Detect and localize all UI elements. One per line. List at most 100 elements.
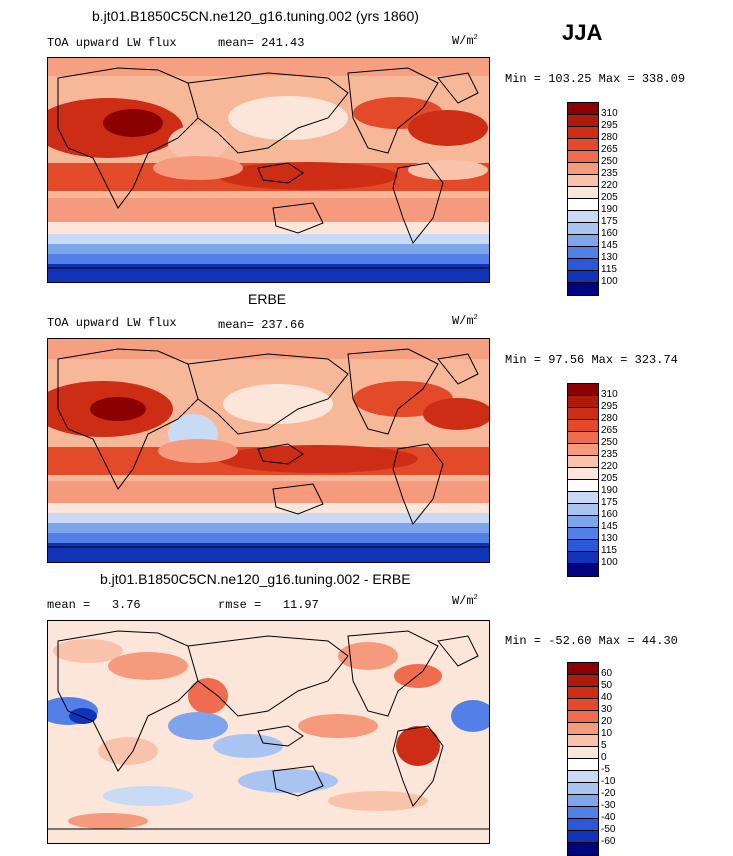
colorbar-swatch: [568, 843, 598, 855]
colorbar-swatch: [568, 795, 598, 807]
panel-2-variable: TOA upward LW flux: [47, 316, 177, 330]
colorbar-tick-label: 100: [601, 557, 618, 568]
colorbar-swatch: [568, 420, 598, 432]
panel-1-mean-label: mean=: [218, 36, 255, 50]
colorbar-swatch: [568, 528, 598, 540]
panel-3-mean-value: 3.76: [111, 598, 141, 612]
colorbar-swatch: [568, 711, 598, 723]
colorbar-tick-label: 160: [601, 509, 618, 520]
colorbar-swatch: [568, 819, 598, 831]
season-label: JJA: [562, 20, 603, 45]
colorbar-swatch: [568, 552, 598, 564]
panel-1-mean-value: 241.43: [261, 36, 305, 50]
panel-3-min-label: Min =: [505, 634, 542, 648]
panel-2-mean: mean= 237.66: [218, 318, 304, 332]
colorbar-swatch: [568, 396, 598, 408]
panel-3-title: b.jt01.B1850C5CN.ne120_g16.tuning.002 - …: [100, 571, 411, 587]
colorbar-swatch: [568, 456, 598, 468]
panel-1-max-value: 338.09: [641, 72, 686, 86]
colorbar-swatch: [568, 408, 598, 420]
colorbar-tick-label: 265: [601, 144, 618, 155]
colorbar-swatch: [568, 468, 598, 480]
colorbar-swatch: [568, 807, 598, 819]
colorbar-tick-label: 5: [601, 740, 607, 751]
colorbar-tick-label: 190: [601, 204, 618, 215]
colorbar-swatch: [568, 384, 598, 396]
colorbar-tick-label: 115: [601, 264, 617, 275]
colorbar-swatch: [568, 480, 598, 492]
colorbar-tick-label: 280: [601, 413, 618, 424]
panel-2-min-value: 97.56: [548, 353, 585, 367]
colorbar-swatch: [568, 444, 598, 456]
colorbar-tick-label: 205: [601, 192, 618, 203]
colorbar-tick-label: -60: [601, 836, 616, 847]
panel-3-min-value: -52.60: [548, 634, 592, 648]
colorbar-swatch: [568, 151, 598, 163]
panel-3-mean-label: mean =: [47, 598, 91, 612]
panel-3-map: [47, 620, 490, 844]
panel-3-minmax: Min = -52.60 Max = 44.30: [505, 634, 678, 648]
panel-1-field: [48, 58, 489, 282]
panel-2-minmax: Min = 97.56 Max = 323.74: [505, 353, 678, 367]
panel-2-colorbar: [567, 383, 599, 577]
colorbar-tick-label: 220: [601, 461, 618, 472]
panel-2-units: W/m2: [452, 314, 478, 328]
colorbar-swatch: [568, 223, 598, 235]
panel-2-units-exp: 2: [473, 314, 478, 322]
panel-1-minmax: Min = 103.25 Max = 338.09: [505, 72, 685, 86]
colorbar-swatch: [568, 759, 598, 771]
colorbar-swatch: [568, 127, 598, 139]
colorbar-swatch: [568, 271, 598, 283]
colorbar-tick-label: 175: [601, 497, 618, 508]
colorbar-swatch: [568, 247, 598, 259]
colorbar-tick-label: 265: [601, 425, 618, 436]
colorbar-tick-label: 60: [601, 668, 613, 679]
panel-2-map: [47, 338, 490, 563]
panel-2-title: ERBE: [248, 291, 287, 307]
panel-2-field: [48, 339, 489, 562]
colorbar-swatch: [568, 735, 598, 747]
colorbar-swatch: [568, 283, 598, 295]
panel-2-mean-label: mean=: [218, 318, 255, 332]
colorbar-tick-label: 220: [601, 180, 618, 191]
colorbar-swatch: [568, 235, 598, 247]
colorbar-swatch: [568, 163, 598, 175]
colorbar-tick-label: 115: [601, 545, 617, 556]
colorbar-tick-label: 235: [601, 449, 618, 460]
colorbar-swatch: [568, 540, 598, 552]
panel-1-min-value: 103.25: [548, 72, 592, 86]
panel-1-units-base: W/m: [452, 34, 474, 48]
colorbar-tick-label: 10: [601, 728, 613, 739]
colorbar-swatch: [568, 259, 598, 271]
colorbar-tick-label: 280: [601, 132, 618, 143]
colorbar-tick-label: 295: [601, 401, 618, 412]
colorbar-tick-label: 160: [601, 228, 618, 239]
colorbar-tick-label: -40: [601, 812, 616, 823]
colorbar-tick-label: -5: [601, 764, 610, 775]
colorbar-tick-label: 145: [601, 521, 618, 532]
colorbar-swatch: [568, 432, 598, 444]
colorbar-tick-label: 20: [601, 716, 613, 727]
panel-1-map: [47, 57, 490, 283]
panel-2-min-label: Min =: [505, 353, 542, 367]
colorbar-swatch: [568, 187, 598, 199]
colorbar-swatch: [568, 504, 598, 516]
panel-2-max-label: Max =: [591, 353, 628, 367]
panel-3-mean: mean = 3.76: [47, 598, 141, 612]
colorbar-tick-label: 130: [601, 252, 618, 263]
colorbar-swatch: [568, 723, 598, 735]
colorbar-tick-label: 295: [601, 120, 618, 131]
panel-1-colorbar: [567, 102, 599, 296]
panel-1-units: W/m2: [452, 34, 478, 48]
colorbar-tick-label: 0: [601, 752, 607, 763]
panel-3-units-exp: 2: [473, 594, 478, 602]
colorbar-swatch: [568, 175, 598, 187]
panel-2-mean-value: 237.66: [261, 318, 305, 332]
colorbar-swatch: [568, 831, 598, 843]
colorbar-swatch: [568, 492, 598, 504]
colorbar-swatch: [568, 139, 598, 151]
panel-3-units: W/m2: [452, 594, 478, 608]
panel-1-variable: TOA upward LW flux: [47, 36, 177, 50]
colorbar-swatch: [568, 687, 598, 699]
colorbar-tick-label: -30: [601, 800, 616, 811]
